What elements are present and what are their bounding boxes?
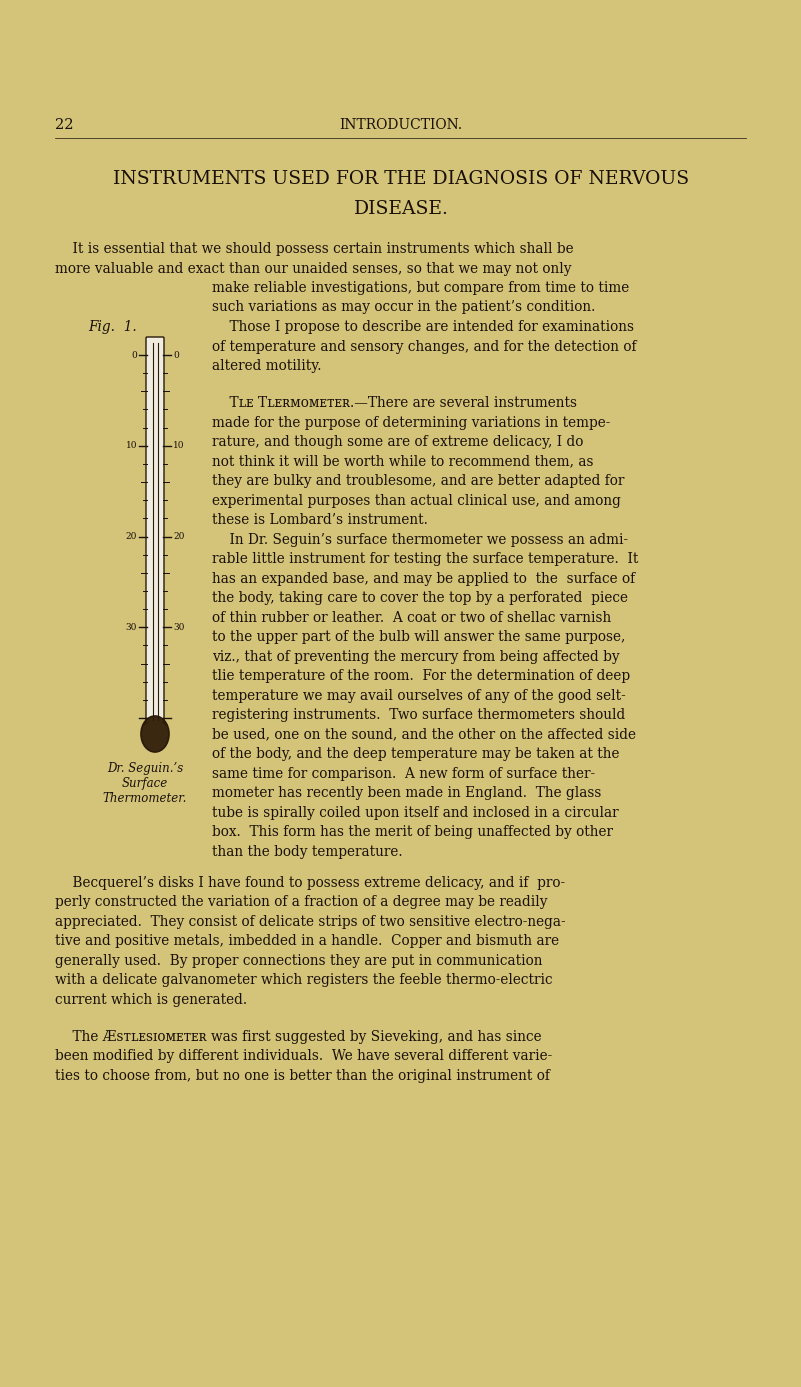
Text: more valuable and exact than our unaided senses, so that we may not only: more valuable and exact than our unaided… [55,262,571,276]
Text: Surface: Surface [122,777,168,791]
Text: 10: 10 [173,441,184,451]
Text: 0: 0 [173,351,179,359]
Text: Tʟᴇ Tʟᴇʀᴍᴏᴍᴇᴛᴇʀ.—There are several instruments: Tʟᴇ Tʟᴇʀᴍᴏᴍᴇᴛᴇʀ.—There are several instr… [212,397,577,411]
Text: appreciated.  They consist of delicate strips of two sensitive electro-nega-: appreciated. They consist of delicate st… [55,915,566,929]
Text: altered motility.: altered motility. [212,359,321,373]
Text: Becquerel’s disks I have found to possess extreme delicacy, and if  pro-: Becquerel’s disks I have found to posses… [55,875,566,889]
Text: the body, taking care to cover the top by a perforated  piece: the body, taking care to cover the top b… [212,591,628,605]
Text: been modified by different individuals.  We have several different varie-: been modified by different individuals. … [55,1050,552,1064]
FancyBboxPatch shape [146,337,164,723]
Text: not think it will be worth while to recommend them, as: not think it will be worth while to reco… [212,455,594,469]
Text: viz., that of preventing the mercury from being affected by: viz., that of preventing the mercury fro… [212,649,620,663]
Text: to the upper part of the bulb will answer the same purpose,: to the upper part of the bulb will answe… [212,630,626,644]
Text: made for the purpose of determining variations in tempe-: made for the purpose of determining vari… [212,416,610,430]
Text: Fig.  1.: Fig. 1. [88,320,137,334]
Text: It is essential that we should possess certain instruments which shall be: It is essential that we should possess c… [55,241,574,257]
Text: 10: 10 [126,441,137,451]
Text: than the body temperature.: than the body temperature. [212,845,403,859]
Text: INSTRUMENTS USED FOR THE DIAGNOSIS OF NERVOUS: INSTRUMENTS USED FOR THE DIAGNOSIS OF NE… [113,171,689,189]
Text: 20: 20 [173,533,184,541]
Text: these is Lombard’s instrument.: these is Lombard’s instrument. [212,513,428,527]
Text: perly constructed the variation of a fraction of a degree may be readily: perly constructed the variation of a fra… [55,895,548,910]
Text: of the body, and the deep temperature may be taken at the: of the body, and the deep temperature ma… [212,748,619,761]
Text: In Dr. Seguin’s surface thermometer we possess an admi-: In Dr. Seguin’s surface thermometer we p… [212,533,628,546]
Text: of temperature and sensory changes, and for the detection of: of temperature and sensory changes, and … [212,340,637,354]
Text: rature, and though some are of extreme delicacy, I do: rature, and though some are of extreme d… [212,436,583,449]
Text: Those I propose to describe are intended for examinations: Those I propose to describe are intended… [212,320,634,334]
Text: generally used.  By proper connections they are put in communication: generally used. By proper connections th… [55,954,542,968]
Text: tube is spirally coiled upon itself and inclosed in a circular: tube is spirally coiled upon itself and … [212,806,618,820]
Text: 0: 0 [131,351,137,359]
Text: temperature we may avail ourselves of any of the good selt-: temperature we may avail ourselves of an… [212,688,626,703]
Text: tlie temperature of the room.  For the determination of deep: tlie temperature of the room. For the de… [212,669,630,682]
Text: be used, one on the sound, and the other on the affected side: be used, one on the sound, and the other… [212,728,636,742]
Text: they are bulky and troublesome, and are better adapted for: they are bulky and troublesome, and are … [212,474,624,488]
Text: 22: 22 [55,118,74,132]
Text: such variations as may occur in the patient’s condition.: such variations as may occur in the pati… [212,301,595,315]
Text: experimental purposes than actual clinical use, and among: experimental purposes than actual clinic… [212,494,621,508]
Text: 30: 30 [173,623,184,631]
Text: rable little instrument for testing the surface temperature.  It: rable little instrument for testing the … [212,552,638,566]
Text: current which is generated.: current which is generated. [55,993,248,1007]
Text: box.  This form has the merit of being unaffected by other: box. This form has the merit of being un… [212,825,613,839]
Text: of thin rubber or leather.  A coat or two of shellac varnish: of thin rubber or leather. A coat or two… [212,610,611,624]
Text: ties to choose from, but no one is better than the original instrument of: ties to choose from, but no one is bette… [55,1069,549,1083]
Text: make reliable investigations, but compare from time to time: make reliable investigations, but compar… [212,282,630,295]
Text: INTRODUCTION.: INTRODUCTION. [340,118,462,132]
Text: mometer has recently been made in England.  The glass: mometer has recently been made in Englan… [212,786,602,800]
Text: 20: 20 [126,533,137,541]
Text: 30: 30 [126,623,137,631]
Text: with a delicate galvanometer which registers the feeble thermo-electric: with a delicate galvanometer which regis… [55,974,553,988]
Text: DISEASE.: DISEASE. [353,200,449,218]
Text: has an expanded base, and may be applied to  the  surface of: has an expanded base, and may be applied… [212,571,635,585]
Text: same time for comparison.  A new form of surface ther-: same time for comparison. A new form of … [212,767,595,781]
Text: tive and positive metals, imbedded in a handle.  Copper and bismuth are: tive and positive metals, imbedded in a … [55,935,559,949]
Text: registering instruments.  Two surface thermometers should: registering instruments. Two surface the… [212,707,626,723]
Text: The Æsᴛʟᴇsɪᴏᴍᴇᴛᴇʀ was first suggested by Sieveking, and has since: The Æsᴛʟᴇsɪᴏᴍᴇᴛᴇʀ was first suggested by… [55,1029,541,1044]
Text: Thermometer.: Thermometer. [103,792,187,804]
Ellipse shape [141,716,169,752]
Text: Dr. Seguin.’s: Dr. Seguin.’s [107,761,183,775]
